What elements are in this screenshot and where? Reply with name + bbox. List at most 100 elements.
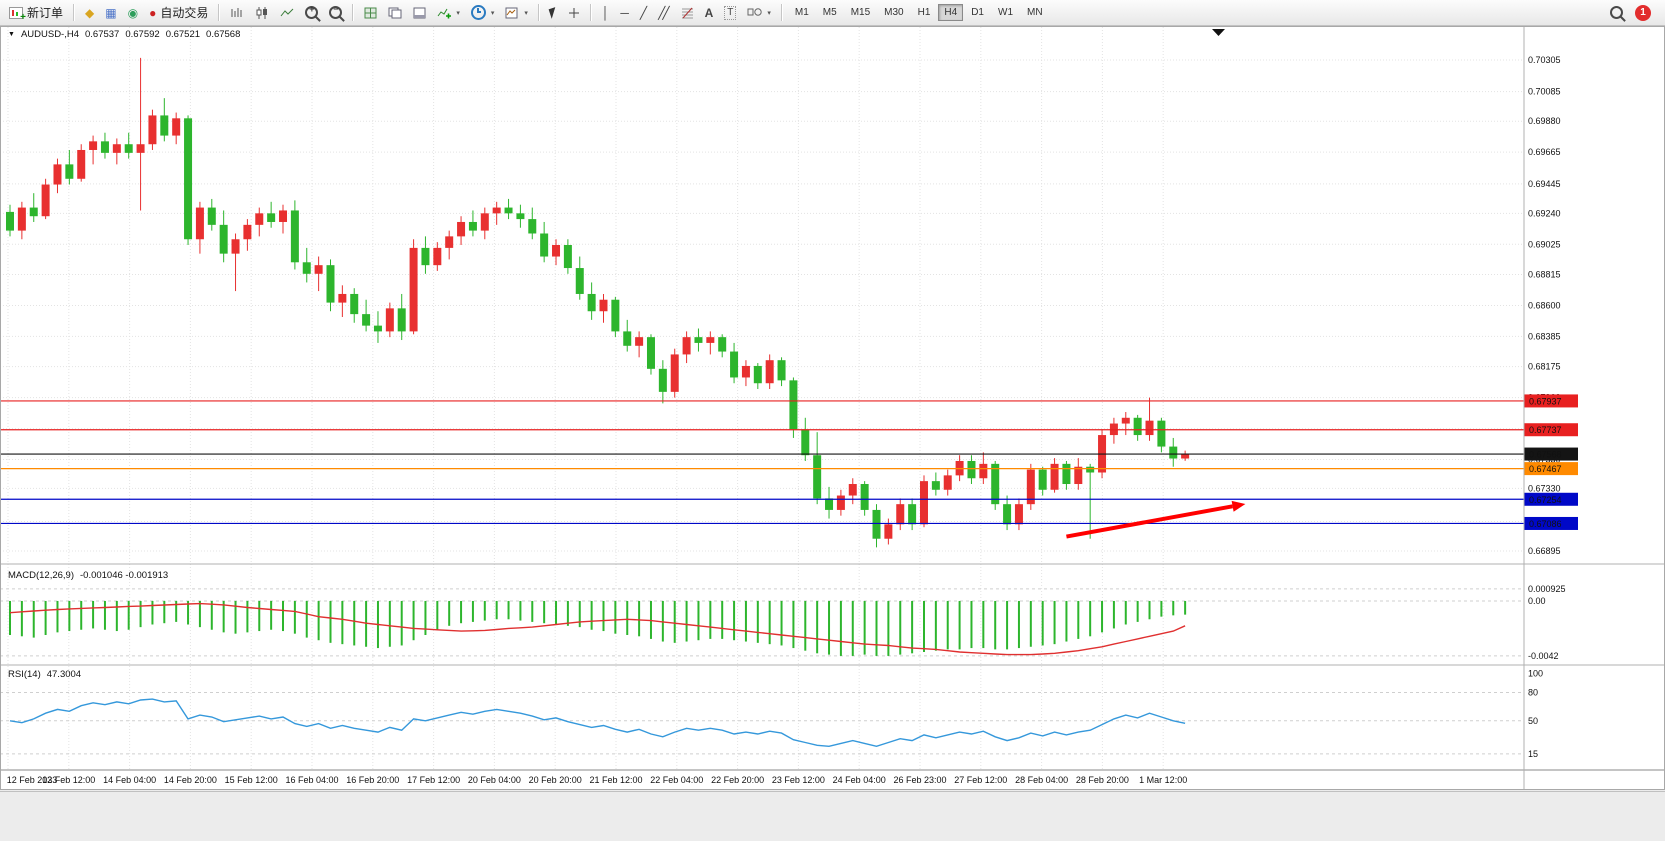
templates-icon [505,7,518,18]
timeframe-h1-button[interactable]: H1 [912,4,937,21]
price-axis-label: 0.68600 [1528,300,1561,310]
shapes-button[interactable]: ▾ [742,2,776,24]
arrow-annotation [1066,500,1246,539]
time-axis-label: 20 Feb 04:00 [468,775,521,785]
timeframe-w1-button[interactable]: W1 [992,4,1019,21]
ohlc-high: 0.67592 [125,29,160,40]
chart-top-marker [1212,29,1225,36]
dropdown-caret-icon: ▾ [490,9,495,17]
fibonacci-icon [681,7,693,18]
search-button[interactable] [1605,2,1628,24]
timeframe-m5-button[interactable]: M5 [817,4,843,21]
timeframe-m15-button[interactable]: M15 [845,4,876,21]
time-axis-label: 22 Feb 04:00 [650,775,703,785]
toolbar-separator [73,4,76,21]
text-tool-button[interactable]: A [700,2,719,24]
timeframe-d1-button[interactable]: D1 [965,4,990,21]
ohlc-open: 0.67537 [85,29,120,40]
market-watch-button[interactable]: ▦ [100,2,121,24]
new-order-button[interactable]: 新订单 [4,2,68,24]
toolbar-separator [780,4,783,21]
cursor-button[interactable] [545,2,562,24]
price-axis-label: 0.68175 [1528,362,1561,372]
timeframe-h4-button[interactable]: H4 [938,4,964,21]
time-axis-label: 26 Feb 23:00 [893,775,946,785]
text-icon: A [704,5,714,20]
time-axis-label: 15 Feb 12:00 [225,775,278,785]
price-axis-label: 0.66895 [1528,546,1561,556]
horizontal-line-button[interactable]: ─ [615,2,634,24]
zoom-in-button[interactable]: + [300,2,323,24]
price-axis-label: 0.69445 [1528,179,1561,189]
time-axis-label: 17 Feb 12:00 [407,775,460,785]
macd-title: MACD(12,26,9) [8,570,74,581]
timeframe-m1-button[interactable]: M1 [789,4,815,21]
price-tag [1524,423,1578,437]
price-tag [1524,492,1578,506]
macd-axis-label: 0.000925 [1528,584,1566,594]
price-tag-label: 0.67937 [1529,396,1562,406]
timeframe-toolbar: M1 M5 M15 M30 H1 H4 D1 W1 MN [788,4,1050,21]
rsi-axis-label: 15 [1528,749,1538,759]
channel-button[interactable]: ╱╱ [653,2,674,24]
macd-indicator [9,600,1187,656]
periods-button[interactable]: ▾ [466,2,500,24]
dropdown-caret-icon: ▾ [524,9,528,17]
zoom-out-button[interactable]: − [324,2,347,24]
toolbar-separator [352,4,355,21]
horizontal-line-icon: ─ [620,5,629,20]
price-axis-label: 0.68815 [1528,270,1561,280]
zoom-in-icon: + [305,5,319,19]
time-axis-label: 20 Feb 20:00 [529,775,582,785]
symbols-button[interactable]: ◆ [80,2,99,24]
chart-collapse-icon[interactable]: ▼ [8,31,15,38]
macd-axis-label: 0.00 [1528,596,1546,606]
crosshair-button[interactable] [563,2,585,24]
market-watch-icon: ▦ [105,5,117,20]
price-tag [1524,394,1578,408]
label-icon: T [724,5,737,20]
time-axis-label: 21 Feb 12:00 [589,775,642,785]
macd-label: MACD(12,26,9) -0.001046 -0.001913 [8,570,168,581]
time-axis-label: 13 Feb 12:00 [42,775,95,785]
navigator-icon: ◉ [127,5,139,20]
indicators-button[interactable]: ▾ [432,2,465,24]
macd-values: -0.001046 -0.001913 [80,570,169,581]
channel-icon: ╱╱ [658,5,670,20]
time-axis-label: 14 Feb 04:00 [103,775,156,785]
tile-windows-button[interactable] [359,2,382,24]
timeframe-m30-button[interactable]: M30 [878,4,909,21]
symbol-period-label: AUDUSD-,H4 [20,29,79,40]
price-tag [1524,462,1578,476]
indicators-icon [437,8,452,18]
fibonacci-button[interactable] [676,2,699,24]
macd-axis-label: -0.0042 [1528,651,1559,661]
templates-button[interactable]: ▾ [500,2,533,24]
chart-background [0,26,1665,790]
price-tag-label: 0.67467 [1529,464,1562,474]
label-tool-button[interactable]: T [719,2,741,24]
line-chart-button[interactable] [275,2,299,24]
candlestick-series [6,57,1190,548]
navigator-button[interactable]: ◉ [123,2,143,24]
vertical-line-icon: │ [601,5,610,20]
cascade-windows-button[interactable] [383,2,407,24]
bar-chart-button[interactable] [225,2,249,24]
rsi-value: 47.3004 [46,669,82,680]
time-axis-label: 14 Feb 20:00 [164,775,217,785]
ohlc-low: 0.67521 [165,29,201,40]
vertical-line-button[interactable]: │ [597,2,615,24]
notification-badge[interactable]: 1 [1635,4,1651,21]
price-axis-label: 0.69880 [1528,116,1561,126]
trendline-button[interactable]: ╱ [635,2,652,24]
arrange-windows-button[interactable] [408,2,431,24]
price-axis-label: 0.69665 [1528,147,1561,157]
autotrading-button[interactable]: ● 自动交易 [144,2,213,24]
macd-signal-line [9,602,1186,656]
candlestick-chart-button[interactable] [250,2,274,24]
timeframe-mn-button[interactable]: MN [1021,4,1049,21]
trendline-icon: ╱ [639,5,648,20]
price-tag [1524,447,1578,461]
